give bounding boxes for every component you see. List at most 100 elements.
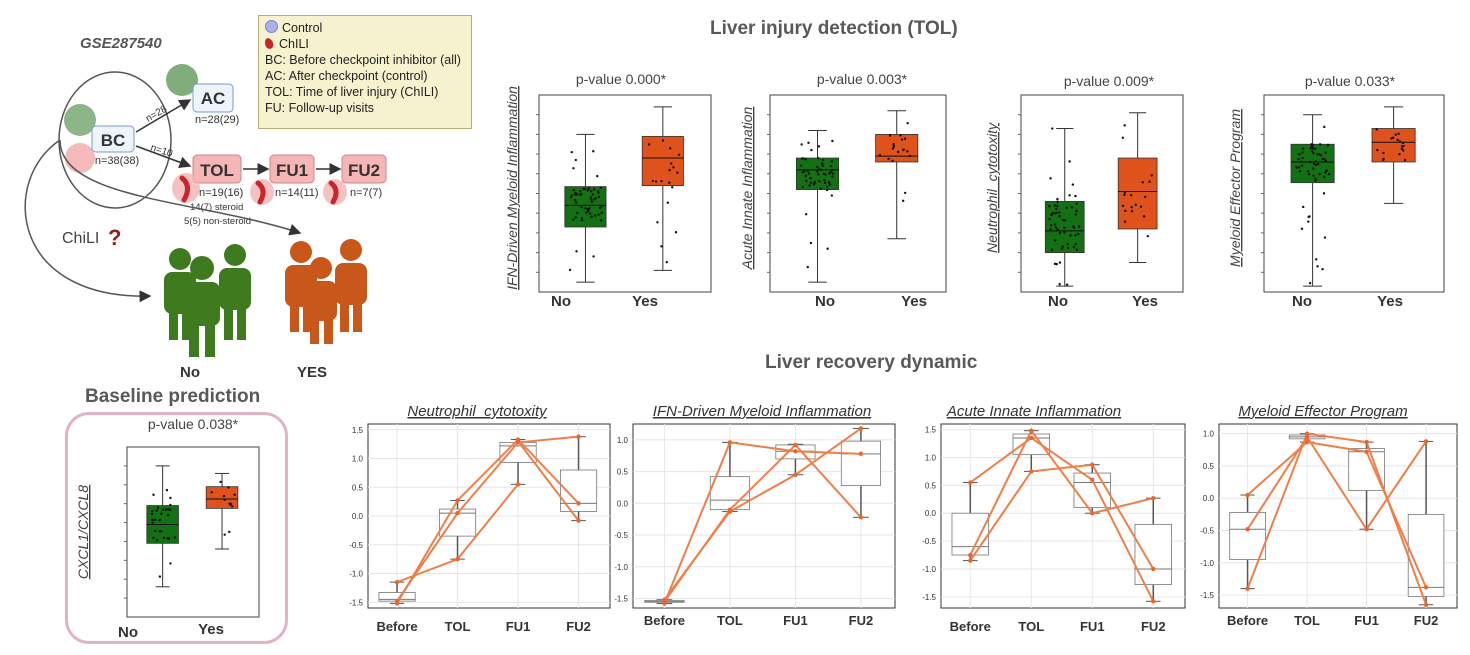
data-point (155, 509, 158, 512)
data-point (1142, 215, 1146, 218)
y-tick-label: -0.5 (615, 531, 629, 540)
x-tick-label: No (551, 293, 571, 310)
edge-to-ac (135, 99, 192, 133)
data-point (1308, 215, 1311, 218)
data-point (1317, 162, 1320, 166)
data-point (599, 186, 602, 189)
data-point (1311, 167, 1315, 170)
data-point (1130, 193, 1133, 197)
data-point (1314, 160, 1317, 163)
y-tick-label: -1.5 (349, 598, 363, 607)
data-point (878, 154, 882, 157)
series-point (858, 426, 864, 431)
data-point (591, 193, 595, 196)
data-point (902, 148, 905, 151)
bc-n: n=38(38) (95, 155, 139, 167)
injury-title: Liver injury detection (TOL) (710, 18, 958, 39)
series-point (1304, 439, 1310, 445)
series-point (515, 482, 521, 487)
data-point (816, 156, 820, 160)
box-yes (1371, 128, 1416, 163)
x-tick-label: FU1 (1080, 619, 1105, 634)
data-point (1148, 180, 1151, 183)
data-point (823, 178, 826, 182)
data-point (1146, 234, 1150, 238)
data-point (158, 530, 161, 533)
acute-recovery-chart: -1.5 -1.0 -0.5 0.0 0.5 1.0 1.5 Acute Innate Inf… (922, 403, 1186, 634)
data-point (887, 157, 890, 161)
plot-frame (1020, 94, 1184, 293)
data-point (1055, 207, 1058, 211)
data-point (1130, 210, 1134, 213)
series-point (1423, 602, 1429, 607)
data-point (573, 199, 577, 202)
data-point (805, 179, 808, 183)
series-point (455, 498, 460, 503)
y-tick-label: 1.5 (925, 426, 937, 435)
series-line (663, 427, 862, 601)
data-point (1322, 175, 1326, 179)
data-point (1382, 158, 1385, 162)
series-point (515, 439, 521, 444)
x-tick-label: Yes (901, 293, 927, 310)
data-point (570, 194, 573, 197)
data-point (803, 170, 806, 173)
data-point (891, 159, 894, 163)
plot-frame (769, 94, 947, 293)
series-line (969, 428, 1154, 556)
y-tick-label: 1.5 (352, 426, 364, 435)
series-point (455, 556, 460, 562)
p-value-label: p-value 0.000* (576, 71, 667, 87)
data-point (656, 221, 659, 224)
x-tick-label: FU1 (1354, 613, 1379, 628)
data-point (817, 173, 820, 176)
data-point (891, 147, 895, 150)
data-point (651, 179, 655, 183)
data-point (1324, 151, 1327, 155)
data-point (1053, 223, 1057, 226)
data-point (821, 159, 825, 162)
data-point (1297, 166, 1301, 169)
p-value-label: p-value 0.009* (1064, 73, 1155, 89)
fu1-n: n=14(11) (275, 187, 319, 199)
dataset-label: GSE287540 (80, 35, 162, 52)
data-point (1066, 246, 1070, 250)
data-point (1123, 193, 1126, 197)
data-point (818, 168, 821, 171)
series-point (1090, 462, 1095, 467)
data-point (826, 247, 829, 250)
data-point (829, 170, 833, 174)
arrow-to-yes (59, 139, 302, 236)
y-tick-label: 0.0 (1203, 494, 1215, 503)
y-axis-label: IFN-Driven Myeloid Inflammation (504, 86, 520, 290)
data-point (597, 213, 600, 216)
data-point (152, 493, 155, 496)
data-point (167, 513, 170, 517)
data-point (580, 205, 583, 209)
data-point (590, 190, 593, 193)
data-point (1075, 209, 1078, 212)
data-point (568, 268, 572, 272)
edge-to-tol (135, 145, 192, 168)
data-point (1301, 156, 1304, 160)
data-point (597, 195, 601, 199)
data-point (593, 214, 597, 217)
data-point (1301, 151, 1304, 154)
data-point (1054, 226, 1058, 229)
data-point (1068, 160, 1071, 163)
data-point (233, 493, 236, 496)
data-point (831, 139, 834, 143)
data-point (901, 199, 905, 203)
y-tick-label: -0.5 (1200, 527, 1214, 536)
data-point (600, 204, 604, 208)
data-point (1074, 234, 1077, 237)
data-point (592, 188, 596, 191)
series-point (1364, 439, 1369, 445)
data-point (900, 138, 904, 141)
no-group-people-icon (164, 244, 251, 357)
data-point (670, 162, 673, 165)
series-point (858, 451, 864, 457)
tol-non-steroid: 5(5) non-steroid (184, 216, 251, 227)
data-point (590, 200, 594, 203)
data-point (1313, 147, 1317, 151)
